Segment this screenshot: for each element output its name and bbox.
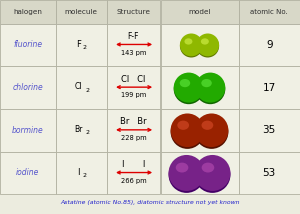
Ellipse shape (171, 115, 204, 149)
Ellipse shape (180, 79, 190, 87)
Text: Br: Br (74, 125, 83, 134)
Ellipse shape (174, 74, 204, 104)
Ellipse shape (195, 113, 228, 147)
Text: F-F: F-F (128, 32, 139, 41)
Text: model: model (188, 9, 211, 15)
Bar (56, 24, 106, 66)
Text: 2: 2 (82, 173, 87, 178)
Text: Structure: Structure (116, 9, 151, 15)
Text: 199 pm: 199 pm (121, 92, 146, 98)
Text: I       I: I I (122, 160, 145, 169)
Text: Cl: Cl (75, 82, 82, 91)
Bar (106, 152, 160, 194)
Text: 266 pm: 266 pm (121, 178, 146, 184)
Text: halogen: halogen (13, 9, 42, 15)
Text: 53: 53 (262, 168, 276, 178)
Text: I: I (77, 168, 80, 177)
Ellipse shape (195, 73, 225, 103)
Text: 2: 2 (85, 88, 89, 93)
Bar (238, 24, 300, 66)
Bar (160, 109, 238, 152)
Ellipse shape (202, 121, 213, 130)
Ellipse shape (194, 157, 230, 193)
Bar (238, 152, 300, 194)
Ellipse shape (194, 155, 230, 191)
Text: 2: 2 (85, 130, 89, 135)
Text: Br   Br: Br Br (120, 117, 147, 126)
Ellipse shape (202, 163, 214, 172)
Text: 228 pm: 228 pm (121, 135, 146, 141)
Text: 143 pm: 143 pm (121, 50, 146, 56)
Bar (238, 66, 300, 109)
Text: Astatine (atomic No.85), diatomic structure not yet known: Astatine (atomic No.85), diatomic struct… (60, 199, 240, 205)
Ellipse shape (177, 121, 189, 130)
Ellipse shape (201, 79, 212, 87)
Bar (0, 24, 56, 66)
Text: 2: 2 (82, 45, 87, 50)
Text: Cl   Cl: Cl Cl (121, 74, 146, 83)
Bar (106, 109, 160, 152)
Bar (0, 109, 56, 152)
Ellipse shape (176, 163, 188, 172)
Text: 9: 9 (266, 40, 273, 50)
Bar (0, 66, 56, 109)
Text: molecule: molecule (64, 9, 98, 15)
Ellipse shape (180, 33, 203, 56)
Bar (56, 152, 106, 194)
Text: iodine: iodine (16, 168, 39, 177)
Text: 17: 17 (262, 83, 276, 93)
Bar (160, 24, 238, 66)
Bar (238, 109, 300, 152)
Bar (160, 0, 238, 24)
Ellipse shape (174, 73, 204, 103)
Ellipse shape (195, 115, 228, 149)
Ellipse shape (169, 155, 205, 191)
Bar (106, 24, 160, 66)
Ellipse shape (184, 38, 192, 45)
Bar (160, 66, 238, 109)
Bar (56, 0, 106, 24)
Bar (106, 0, 160, 24)
Text: bormine: bormine (12, 126, 43, 135)
Bar (56, 109, 106, 152)
Bar (160, 152, 238, 194)
Bar (238, 0, 300, 24)
Ellipse shape (201, 38, 209, 45)
Bar (0, 0, 56, 24)
Bar (56, 66, 106, 109)
Ellipse shape (169, 157, 205, 193)
Text: atomic No.: atomic No. (250, 9, 288, 15)
Text: fluorine: fluorine (13, 40, 42, 49)
Text: F: F (76, 40, 81, 49)
Text: 35: 35 (262, 125, 276, 135)
Ellipse shape (196, 33, 219, 56)
Ellipse shape (180, 35, 203, 58)
Ellipse shape (171, 113, 204, 147)
Bar (106, 66, 160, 109)
Bar (0, 152, 56, 194)
Ellipse shape (196, 35, 219, 58)
Ellipse shape (195, 74, 225, 104)
Text: chlorine: chlorine (12, 83, 43, 92)
